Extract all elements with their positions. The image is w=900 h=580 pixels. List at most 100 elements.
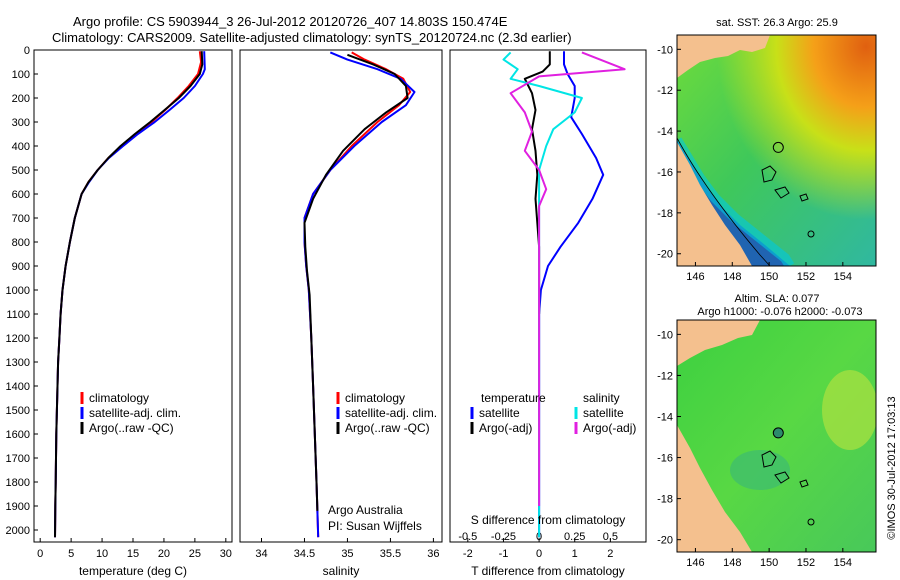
depth-tick-label: 1600 [6,429,30,441]
map-x-tick-label: 148 [723,271,741,283]
legend-label-sal-argo: Argo(-adj) [583,421,636,435]
sst-map-frame [676,34,877,267]
map-x-tick-label: 150 [760,271,778,283]
depth-tick-label: 0 [24,45,30,57]
x-tick-label: 25 [189,548,201,560]
figure-title-line1: Argo profile: CS 5903944_3 26-Jul-2012 2… [73,14,508,29]
temperature-axes-frame [33,49,233,543]
temperature-xlabel: temperature (deg C) [79,564,187,578]
legend-label-sal-satellite: satellite [583,406,624,420]
x-tick-label: 35.5 [380,548,401,560]
sst-land-png [677,35,770,78]
legend-label-temp-satellite: satellite [479,406,520,420]
top-tick-label: 0.25 [564,531,585,543]
depth-tick-label: 900 [12,261,30,273]
sla-land-png [677,320,760,366]
map-y-tick-label: -20 [657,249,673,261]
map-y-tick-label: -14 [657,126,673,138]
series-line-satellite-adj-clim- [54,51,206,538]
sla-secondary-marker [807,518,815,526]
top-tick-label: 0.5 [603,531,618,543]
salinity-x-axis: 34 34.5 35 35.5 36 [255,538,440,560]
sla-map-panel: Altim. SLA: 0.077 Argo h1000: -0.076 h20… [657,293,877,569]
series-line-salinity-argo-adj- [509,51,626,506]
sla-high-anomaly [822,370,876,450]
map-x-tick-label: 148 [723,557,741,569]
difference-profile-lines [502,51,626,538]
map-x-tick-label: 150 [760,557,778,569]
series-line-climatology [54,51,203,538]
map-y-tick-label: -18 [657,208,673,220]
legend-title-temperature: temperature [481,391,546,405]
depth-tick-label: 200 [12,93,30,105]
difference-panel: -2 -1 0 1 2 -0.5 -0.25 0 0.25 0.5 T difference f… [449,49,647,578]
difference-legend: temperature satellite Argo(-adj) salinit… [470,391,636,435]
sst-coastal-gradient [677,137,795,266]
sst-land-australia [677,142,752,266]
series-line-satellite-adj-clim- [303,51,416,538]
temperature-legend: climatology satellite-adj. clim. Argo(..… [80,391,181,435]
series-line-salinity-satellite [502,51,583,538]
x-tick-label: 5 [68,548,74,560]
x-tick-label: 10 [96,548,108,560]
map-y-tick-label: -16 [657,453,673,465]
sst-map-image [677,35,876,266]
depth-tick-label: 1000 [6,285,30,297]
depth-tick-label: 400 [12,141,30,153]
depth-tick-label: 1300 [6,357,30,369]
legend-title-salinity: salinity [583,391,620,405]
map-x-tick-label: 154 [834,271,852,283]
x-tick-label: 34 [255,548,267,560]
x-tick-label: 1 [572,548,578,560]
legend-label-argo: Argo(..raw -QC) [345,421,430,435]
map-y-tick-label: -12 [657,370,673,382]
temperature-profile-lines [54,51,206,538]
series-line-argo-raw-qc- [54,51,204,538]
map-x-tick-label: 154 [834,557,852,569]
sla-map-title-line1: Altim. SLA: 0.077 [735,293,820,305]
legend-label-argo: Argo(..raw -QC) [89,421,174,435]
sst-argo-position-marker [772,141,784,153]
depth-tick-label: 1800 [6,477,30,489]
figure-title-line2: Climatology: CARS2009. Satellite-adjuste… [52,30,572,45]
map-y-tick-label: -14 [657,411,673,423]
difference-axes-frame [449,49,647,543]
imos-timestamp: ©IMOS 30-Jul-2012 17:03:13 [886,396,898,539]
sla-land-australia [677,425,752,552]
map-y-tick-label: -10 [657,329,673,341]
sst-map-panel: sat. SST: 26.3 Argo: 25.9 146 148 150 152 15… [657,17,877,283]
depth-tick-label: 1100 [6,309,30,321]
x-tick-label: 20 [158,548,170,560]
salinity-profile-lines [303,51,416,538]
difference-xlabel: T difference from climatology [471,564,625,578]
x-tick-label: 30 [220,548,232,560]
x-tick-label: 0 [37,548,43,560]
map-y-tick-label: -16 [657,167,673,179]
sla-reef-outlines [761,450,809,488]
sla-map-frame [676,319,877,553]
x-tick-label: 34.5 [294,548,315,560]
legend-label-temp-argo: Argo(-adj) [479,421,532,435]
series-line-argo-raw-qc- [303,53,409,511]
x-tick-label: 15 [127,548,139,560]
salinity-legend: climatology satellite-adj. clim. Argo(..… [336,391,437,435]
sst-secondary-marker [807,230,815,238]
series-line-temperature-satellite [538,51,605,538]
salinity-panel: 34 34.5 35 35.5 36 salinity climatology sate… [239,49,443,578]
x-tick-label: -1 [499,548,509,560]
depth-tick-label: 1200 [6,333,30,345]
depth-axis: 0 100 200 300 400 500 600 700 800 900 1000 1100 1200… [6,45,38,537]
sla-map-title-line2: Argo h1000: -0.076 h2000: -0.073 [697,306,862,318]
sst-map-title: sat. SST: 26.3 Argo: 25.9 [716,17,838,29]
top-tick-label: -0.25 [491,531,516,543]
depth-tick-label: 700 [12,213,30,225]
sst-isobath [677,137,771,266]
legend-label-climatology: climatology [345,391,405,405]
depth-tick-label: 1700 [6,453,30,465]
depth-tick-label: 800 [12,237,30,249]
depth-tick-label: 1500 [6,405,30,417]
temperature-panel: 0100200300400500600700800900100011001200… [6,45,233,578]
sla-map-axes: 146 148 150 152 154 -10 -12 -14 -16 -18 -20 [657,329,852,569]
x-tick-label: 2 [607,548,613,560]
map-y-tick-label: -18 [657,494,673,506]
